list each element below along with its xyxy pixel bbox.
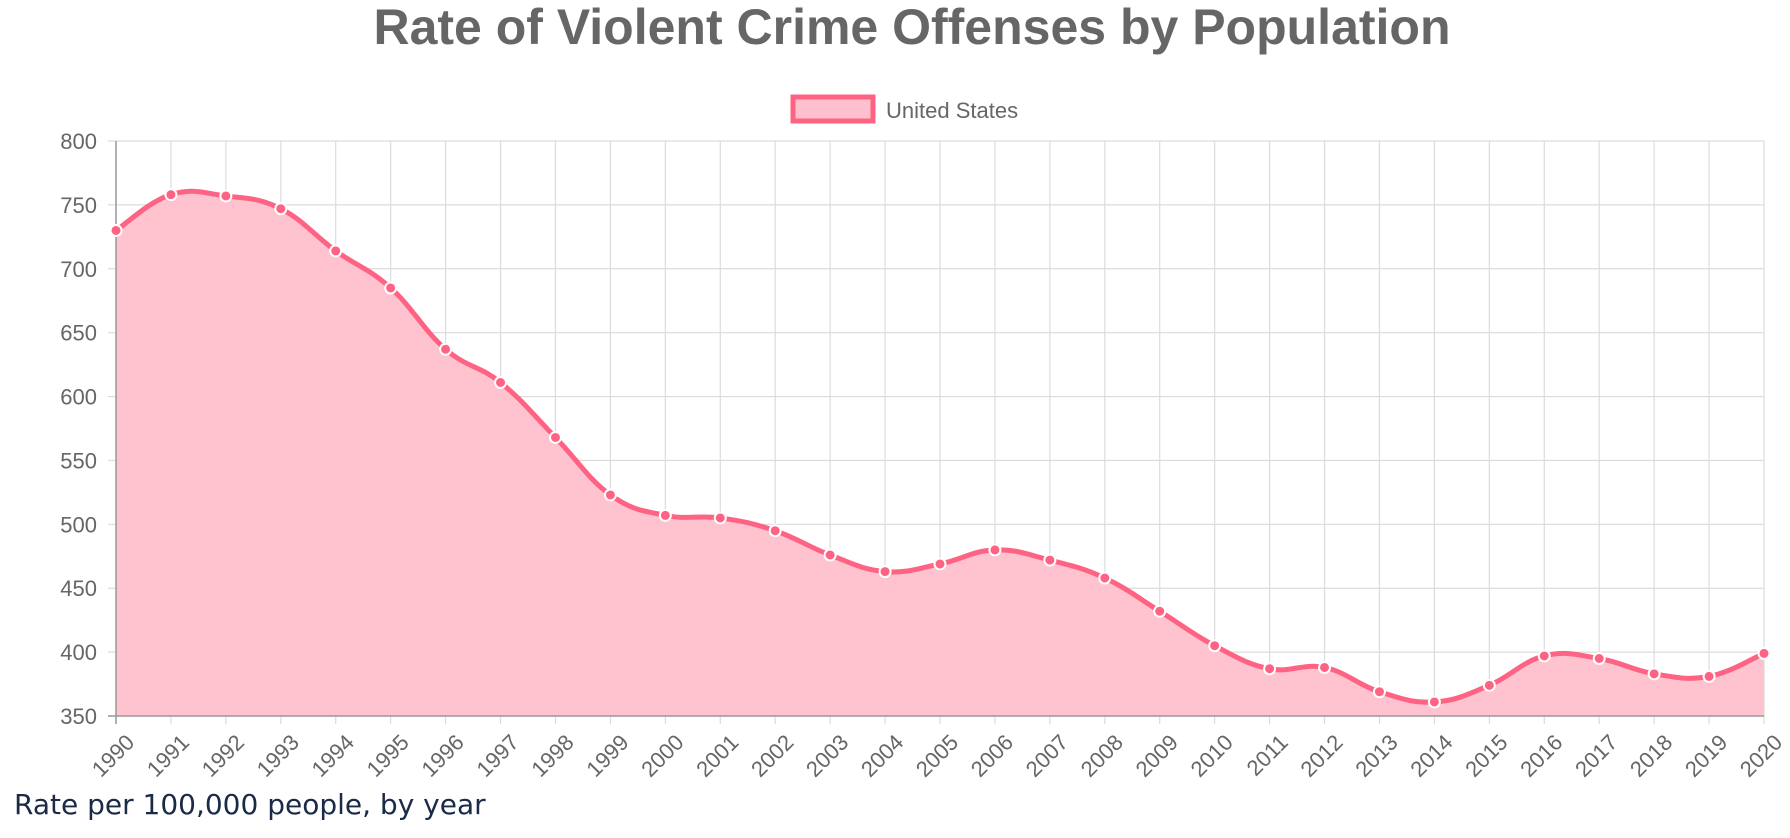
data-point-2005[interactable] [933, 557, 947, 571]
x-tick-label-2012: 2012 [1295, 730, 1347, 782]
x-tick-label-2013: 2013 [1350, 730, 1402, 782]
data-point-2002[interactable] [768, 524, 782, 538]
data-point-1993[interactable] [274, 202, 288, 216]
x-axis-ticks: 1990 1991 1992 1993 1994 1995 1996 1997 1998 1999… [87, 730, 1787, 782]
data-point-1997[interactable] [494, 376, 508, 389]
x-tick-label-1995: 1995 [362, 730, 414, 782]
data-point-2019[interactable] [1702, 669, 1716, 683]
data-point-2016[interactable] [1537, 649, 1551, 663]
data-point-2001[interactable] [713, 511, 727, 525]
y-tick-label-700: 700 [60, 257, 97, 282]
x-tick-label-2010: 2010 [1186, 730, 1238, 782]
x-tick-label-2011: 2011 [1242, 730, 1293, 781]
data-point-2008[interactable] [1098, 571, 1112, 585]
x-tick-label-2019: 2019 [1680, 730, 1732, 782]
data-point-1998[interactable] [548, 430, 562, 444]
data-point-1990[interactable] [109, 223, 123, 237]
chart-title: Rate of Violent Crime Offenses by Popula… [373, 0, 1450, 55]
x-tick-label-2003: 2003 [801, 730, 853, 782]
data-points [109, 188, 1771, 709]
x-tick-label-2004: 2004 [856, 730, 908, 782]
legend-label-united-states[interactable]: United States [886, 98, 1018, 123]
x-tick-label-1993: 1993 [252, 730, 304, 782]
y-tick-label-800: 800 [60, 129, 97, 154]
data-point-1995[interactable] [384, 281, 398, 295]
x-tick-label-2020: 2020 [1735, 730, 1787, 782]
x-tick-label-1996: 1996 [417, 730, 469, 782]
x-tick-label-1999: 1999 [581, 730, 633, 782]
y-tick-label-500: 500 [60, 512, 97, 537]
x-tick-label-2005: 2005 [911, 730, 963, 782]
x-tick-label-1992: 1992 [197, 730, 249, 782]
data-point-2007[interactable] [1043, 553, 1057, 567]
x-tick-label-2018: 2018 [1625, 730, 1677, 782]
data-point-2010[interactable] [1208, 639, 1222, 653]
y-tick-label-550: 550 [60, 448, 97, 473]
data-point-2012[interactable] [1318, 660, 1332, 674]
x-tick-label-1991: 1991 [142, 730, 194, 782]
data-point-2009[interactable] [1153, 604, 1167, 618]
legend[interactable]: United States [790, 94, 1018, 124]
data-point-2006[interactable] [988, 543, 1002, 557]
data-point-2017[interactable] [1592, 652, 1606, 665]
y-axis-ticks: 350 400 450 500 550 600 650 700 750 800 [60, 129, 97, 729]
data-point-2003[interactable] [823, 548, 837, 562]
x-tick-label-2008: 2008 [1076, 730, 1128, 782]
x-tick-label-1998: 1998 [526, 730, 578, 782]
data-point-1999[interactable] [603, 488, 617, 502]
axes [108, 141, 1764, 724]
data-point-1991[interactable] [164, 188, 178, 202]
y-tick-label-600: 600 [60, 385, 97, 410]
x-tick-label-2007: 2007 [1021, 730, 1073, 782]
data-point-2004[interactable] [878, 565, 892, 579]
y-tick-label-350: 350 [60, 704, 97, 729]
series-area-united-states [116, 191, 1764, 717]
x-tick-label-2017: 2017 [1570, 730, 1622, 782]
data-point-2018[interactable] [1647, 667, 1661, 681]
data-point-2014[interactable] [1427, 695, 1441, 709]
y-tick-label-650: 650 [60, 321, 97, 346]
data-point-1992[interactable] [219, 189, 233, 203]
data-point-2000[interactable] [658, 508, 672, 522]
x-tick-label-1997: 1997 [471, 730, 523, 782]
x-tick-label-1990: 1990 [87, 730, 139, 782]
data-point-1996[interactable] [439, 342, 453, 356]
x-tick-label-2015: 2015 [1460, 730, 1512, 782]
data-point-2015[interactable] [1482, 678, 1496, 692]
y-tick-label-750: 750 [60, 193, 97, 218]
x-tick-label-2006: 2006 [966, 730, 1018, 782]
x-tick-label-1994: 1994 [307, 730, 359, 782]
y-tick-label-400: 400 [60, 640, 97, 665]
x-tick-label-2002: 2002 [746, 730, 798, 782]
x-tick-label-2016: 2016 [1515, 730, 1567, 782]
data-point-1994[interactable] [329, 244, 343, 258]
y-tick-label-450: 450 [60, 576, 97, 601]
data-point-2013[interactable] [1372, 685, 1386, 699]
x-tick-label-2001: 2001 [691, 730, 743, 782]
chart-caption: Rate per 100,000 people, by year [14, 788, 486, 821]
data-point-2011[interactable] [1263, 662, 1277, 676]
data-point-2020[interactable] [1757, 646, 1771, 660]
legend-swatch-united-states[interactable] [790, 94, 876, 124]
x-tick-label-2014: 2014 [1405, 730, 1457, 782]
x-tick-label-2000: 2000 [636, 730, 688, 782]
x-tick-label-2009: 2009 [1131, 730, 1183, 782]
